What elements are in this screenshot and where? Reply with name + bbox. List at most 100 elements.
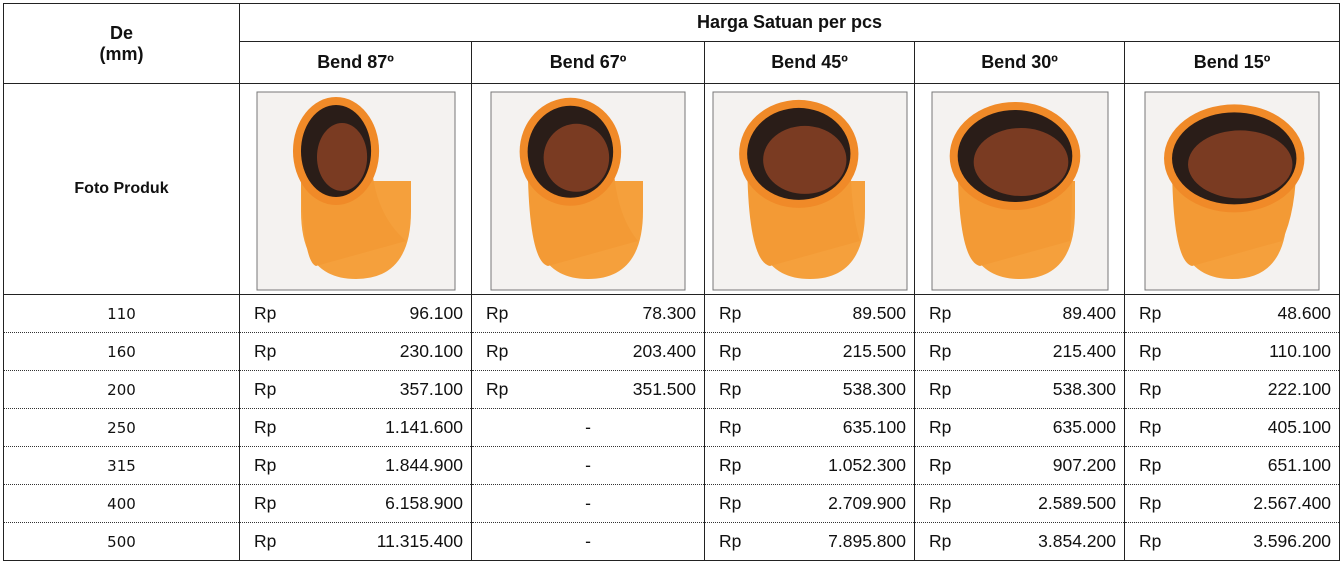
- column-header: Bend 30º: [915, 42, 1125, 84]
- price: Rp 351.500: [472, 379, 704, 400]
- price-amount: 215.500: [843, 341, 906, 362]
- currency: Rp: [719, 455, 741, 476]
- currency: Rp: [929, 531, 951, 552]
- price: Rp 222.100: [1125, 379, 1339, 400]
- column-header: Bend 45º: [705, 42, 915, 84]
- price-amount: 3.854.200: [1038, 531, 1116, 552]
- currency: Rp: [254, 303, 276, 324]
- de-value: 315: [4, 447, 240, 485]
- price-cell: Rp 351.500: [472, 371, 705, 409]
- de-value: 110: [4, 295, 240, 333]
- price-amount: 635.100: [843, 417, 906, 438]
- de-value: 160: [4, 333, 240, 371]
- price-cell: Rp 222.100: [1125, 371, 1340, 409]
- photo-label: Foto Produk: [4, 84, 240, 295]
- currency: Rp: [929, 303, 951, 324]
- price-amount: 1.141.600: [385, 417, 463, 438]
- currency: Rp: [719, 417, 741, 438]
- price-amount: 230.100: [400, 341, 463, 362]
- currency: Rp: [1139, 417, 1161, 438]
- price: Rp 1.141.600: [240, 417, 471, 438]
- price-cell: Rp 1.844.900: [240, 447, 472, 485]
- product-photo: [931, 91, 1109, 291]
- price-amount: 89.400: [1062, 303, 1116, 324]
- currency: Rp: [254, 417, 276, 438]
- price: Rp 635.100: [705, 417, 914, 438]
- product-photo: [1144, 91, 1320, 291]
- currency: Rp: [486, 341, 508, 362]
- price-amount: 89.500: [852, 303, 906, 324]
- de-value: 200: [4, 371, 240, 409]
- currency: Rp: [254, 379, 276, 400]
- price: Rp 907.200: [915, 455, 1124, 476]
- currency: Rp: [486, 303, 508, 324]
- price-amount: -: [585, 531, 591, 551]
- currency: Rp: [254, 455, 276, 476]
- currency: Rp: [929, 493, 951, 514]
- currency: Rp: [929, 455, 951, 476]
- photo-cell: [1125, 84, 1340, 295]
- price: Rp 1.844.900: [240, 455, 471, 476]
- price-amount: 6.158.900: [385, 493, 463, 514]
- price-amount: 2.567.400: [1253, 493, 1331, 514]
- price-amount: 110.100: [1269, 341, 1331, 362]
- price-amount: 907.200: [1053, 455, 1116, 476]
- price-cell: Rp 1.141.600: [240, 409, 472, 447]
- de-header-line: (mm): [4, 44, 239, 65]
- column-header: Bend 67º: [472, 42, 705, 84]
- currency: Rp: [929, 417, 951, 438]
- price-amount: 651.100: [1268, 455, 1331, 476]
- price: Rp 7.895.800: [705, 531, 914, 552]
- currency: Rp: [1139, 379, 1161, 400]
- price-amount: 215.400: [1053, 341, 1116, 362]
- price-amount: 7.895.800: [828, 531, 906, 552]
- price-amount: 357.100: [400, 379, 463, 400]
- price-cell: -: [472, 523, 705, 561]
- group-title: Harga Satuan per pcs: [240, 4, 1340, 42]
- currency: Rp: [719, 531, 741, 552]
- product-photo: [712, 91, 908, 291]
- price-amount: 222.100: [1268, 379, 1331, 400]
- price-cell: Rp 3.854.200: [915, 523, 1125, 561]
- price-amount: 351.500: [633, 379, 696, 400]
- price-amount: 1.844.900: [385, 455, 463, 476]
- de-header-line: De: [4, 23, 239, 44]
- price: Rp 89.400: [915, 303, 1124, 324]
- product-photo: [490, 91, 686, 291]
- currency: Rp: [486, 379, 508, 400]
- currency: Rp: [929, 379, 951, 400]
- photo-cell: [705, 84, 915, 295]
- column-header: Bend 15º: [1125, 42, 1340, 84]
